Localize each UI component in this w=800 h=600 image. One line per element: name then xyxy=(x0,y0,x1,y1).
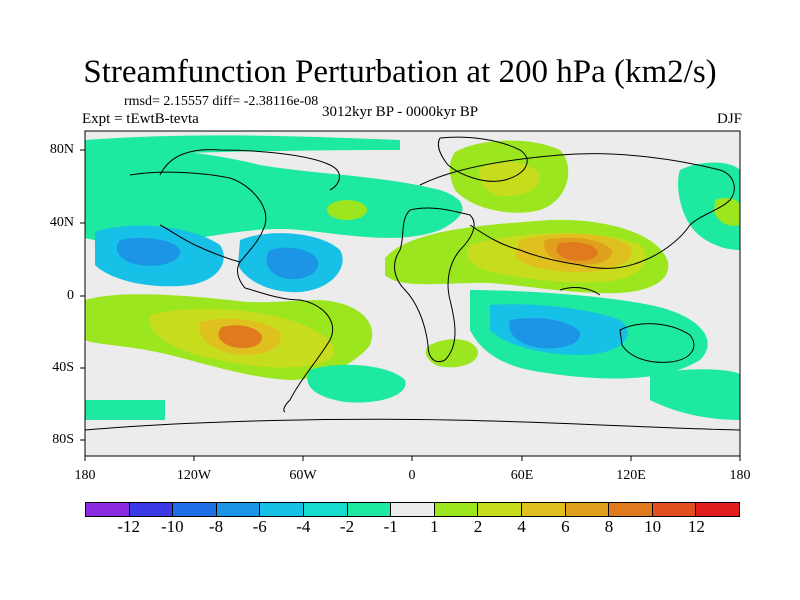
period-label: 3012kyr BP - 0000kyr BP xyxy=(321,104,479,120)
y-tick-label: 40N xyxy=(49,215,74,230)
x-tick-label: 60W xyxy=(289,468,317,483)
colorbar-label: -10 xyxy=(160,517,184,536)
contour-fields xyxy=(85,135,740,420)
colorbar-label: 1 xyxy=(430,517,439,536)
colorbar-label: -12 xyxy=(117,517,140,536)
colorbar-label: 10 xyxy=(644,517,662,536)
x-tick-label: 120E xyxy=(616,468,646,483)
colorbar-swatch xyxy=(303,503,348,516)
colorbar-label: -1 xyxy=(383,517,398,536)
colorbar-label: -6 xyxy=(252,517,267,536)
colorbar-swatch xyxy=(173,503,217,516)
colorbar-swatch xyxy=(652,503,697,516)
colorbar-swatch xyxy=(696,503,739,516)
colorbar-label: -8 xyxy=(208,517,224,536)
y-tick-label: 80N xyxy=(49,142,74,157)
colorbar-swatch xyxy=(478,503,522,516)
plot-title: Streamfunction Perturbation at 200 hPa (… xyxy=(83,54,717,90)
season-label: DJF xyxy=(716,111,742,127)
colorbar-label: 6 xyxy=(561,517,570,536)
colorbar-swatch xyxy=(609,503,653,516)
colorbar-label: 4 xyxy=(517,517,526,536)
colorbar-swatch xyxy=(129,503,174,516)
colorbar-swatch xyxy=(347,503,392,516)
colorbar-label: 2 xyxy=(473,517,483,536)
colorbar-swatch xyxy=(521,503,566,516)
colorbar-swatch xyxy=(86,503,130,516)
x-tick-label: 180 xyxy=(74,468,96,483)
colorbar xyxy=(85,502,740,517)
x-tick-label: 0 xyxy=(408,468,416,483)
experiment-label: Expt = tEwtB-tevta xyxy=(82,111,199,127)
colorbar-swatch xyxy=(216,503,261,516)
colorbar-swatch xyxy=(565,503,610,516)
y-tick-label: 40S xyxy=(52,360,74,375)
stats-text: rmsd= 2.15557 diff= -2.38116e-08 xyxy=(124,94,319,109)
x-tick-label: 60E xyxy=(510,468,534,483)
colorbar-swatch xyxy=(260,503,304,516)
x-tick-label: 120W xyxy=(176,468,212,483)
tick-marks xyxy=(80,149,741,461)
y-tick-label: 80S xyxy=(52,432,74,447)
colorbar-swatch xyxy=(391,503,435,516)
colorbar-label: 8 xyxy=(604,517,614,536)
y-tick-label: 0 xyxy=(67,288,74,303)
colorbar-label: 12 xyxy=(687,517,705,536)
x-tick-label: 180 xyxy=(729,468,751,483)
coastlines xyxy=(85,136,740,431)
colorbar-label: -2 xyxy=(339,517,355,536)
colorbar-label: -4 xyxy=(296,517,311,536)
colorbar-swatch xyxy=(434,503,479,516)
